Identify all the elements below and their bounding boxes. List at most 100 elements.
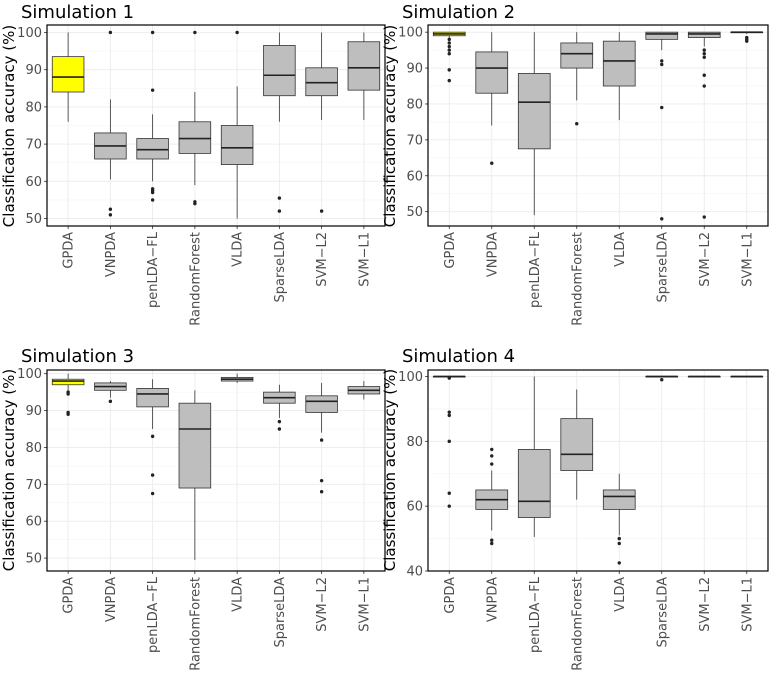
- panel-title: Simulation 1: [21, 2, 134, 23]
- x-tick-label: GPDA: [62, 232, 77, 269]
- x-tick-label: GPDA: [443, 577, 458, 614]
- outlier-point: [490, 161, 494, 165]
- outlier-point: [319, 209, 324, 213]
- box-SVM−L1: [347, 32, 381, 120]
- box-SparseLDA: [263, 32, 296, 213]
- box-body: [475, 51, 509, 94]
- outlier-point: [447, 78, 451, 83]
- box-SparseLDA: [645, 375, 679, 382]
- outlier-point: [66, 392, 70, 396]
- outlier-point: [660, 59, 664, 63]
- box-VLDA: [220, 373, 254, 383]
- y-tick-label: 60: [25, 515, 42, 530]
- box-VNPDA: [475, 32, 509, 165]
- y-tick-label: 60: [406, 500, 423, 515]
- panel-title: Simulation 3: [21, 346, 134, 367]
- outlier-point: [277, 419, 282, 424]
- outlier-point: [447, 37, 451, 42]
- box-VNPDA: [475, 447, 509, 546]
- x-tick-label: VNPDA: [104, 232, 119, 277]
- box-body: [305, 67, 338, 97]
- box-SVM−L1: [347, 381, 381, 400]
- box-RandomForest: [178, 390, 212, 560]
- y-tick-label: 60: [406, 169, 423, 184]
- x-tick-label: VLDA: [231, 577, 246, 612]
- outlier-point: [702, 48, 706, 52]
- box-SVM−L1: [730, 375, 764, 378]
- x-tick-label: SVM−L1: [357, 577, 372, 632]
- outlier-point: [702, 52, 706, 56]
- box-body: [263, 45, 296, 97]
- outlier-point: [108, 399, 113, 404]
- outlier-point: [447, 410, 451, 414]
- panel-frame: [46, 369, 386, 572]
- box-body: [602, 489, 636, 510]
- x-tick-label: VLDA: [613, 232, 628, 267]
- box-VNPDA: [94, 381, 127, 404]
- outlier-point: [193, 201, 197, 206]
- panel-frame: [427, 369, 769, 572]
- box-body: [220, 125, 254, 165]
- outlier-point: [150, 88, 155, 92]
- box-body: [136, 388, 169, 408]
- panel-frame: [427, 24, 769, 227]
- box-SVM−L2: [687, 31, 721, 219]
- x-tick-label: VNPDA: [485, 577, 500, 622]
- y-tick-label: 80: [406, 97, 423, 112]
- box-body: [51, 378, 85, 386]
- box-RandomForest: [178, 30, 212, 206]
- x-tick-label: GPDA: [62, 577, 77, 614]
- outlier-point: [150, 30, 155, 35]
- outlier-point: [277, 209, 282, 213]
- y-tick-label: 100: [17, 367, 42, 382]
- box-body: [560, 42, 594, 69]
- panel-2: Simulation 2 50 60 70 80 90 100 GPDA VNPDA penLDA…: [381, 2, 769, 326]
- y-tick-label: 70: [25, 138, 42, 153]
- outlier-point: [193, 30, 197, 35]
- x-tick-label: SVM−L2: [698, 577, 713, 632]
- outlier-point: [108, 30, 113, 35]
- outlier-point: [319, 490, 324, 494]
- outlier-point: [617, 536, 621, 541]
- box-body: [687, 31, 721, 38]
- outlier-point: [447, 413, 451, 418]
- panel-1: Simulation 1 50 60 70 80 90 100 GPDA VNPDA penLDA…: [0, 2, 386, 326]
- x-tick-label: GPDA: [443, 232, 458, 269]
- y-tick-label: 70: [25, 478, 42, 493]
- box-GPDA: [432, 375, 466, 508]
- box-GPDA: [51, 32, 85, 122]
- outlier-point: [490, 447, 494, 452]
- outlier-point: [745, 39, 749, 43]
- outlier-point: [702, 55, 706, 60]
- box-VLDA: [220, 30, 254, 219]
- x-tick-label: RandomForest: [188, 577, 203, 671]
- outlier-point: [490, 538, 494, 542]
- outlier-point: [447, 48, 451, 52]
- x-tick-label: SparseLDA: [273, 232, 288, 303]
- box-body: [645, 31, 679, 40]
- box-body: [602, 40, 636, 87]
- outlier-point: [319, 438, 324, 442]
- outlier-point: [108, 207, 113, 211]
- outlier-point: [66, 412, 70, 416]
- outlier-point: [447, 439, 451, 444]
- box-RandomForest: [560, 32, 594, 126]
- y-tick-label: 70: [406, 133, 423, 148]
- box-penLDA−FL: [136, 30, 169, 202]
- y-tick-label: 50: [25, 212, 42, 227]
- outlier-point: [490, 454, 494, 458]
- box-body: [178, 121, 212, 154]
- outlier-point: [447, 504, 451, 508]
- x-tick-label: penLDA−FL: [146, 231, 161, 308]
- x-tick-label: VNPDA: [485, 232, 500, 277]
- outlier-point: [277, 196, 282, 200]
- outlier-point: [150, 190, 155, 195]
- panel-frame: [46, 24, 386, 227]
- panel-title: Simulation 4: [402, 346, 515, 367]
- x-tick-label: penLDA−FL: [146, 576, 161, 653]
- box-GPDA: [432, 31, 466, 83]
- y-tick-label: 80: [25, 441, 42, 456]
- box-body: [560, 418, 594, 471]
- outlier-point: [447, 68, 451, 72]
- outlier-point: [319, 478, 324, 483]
